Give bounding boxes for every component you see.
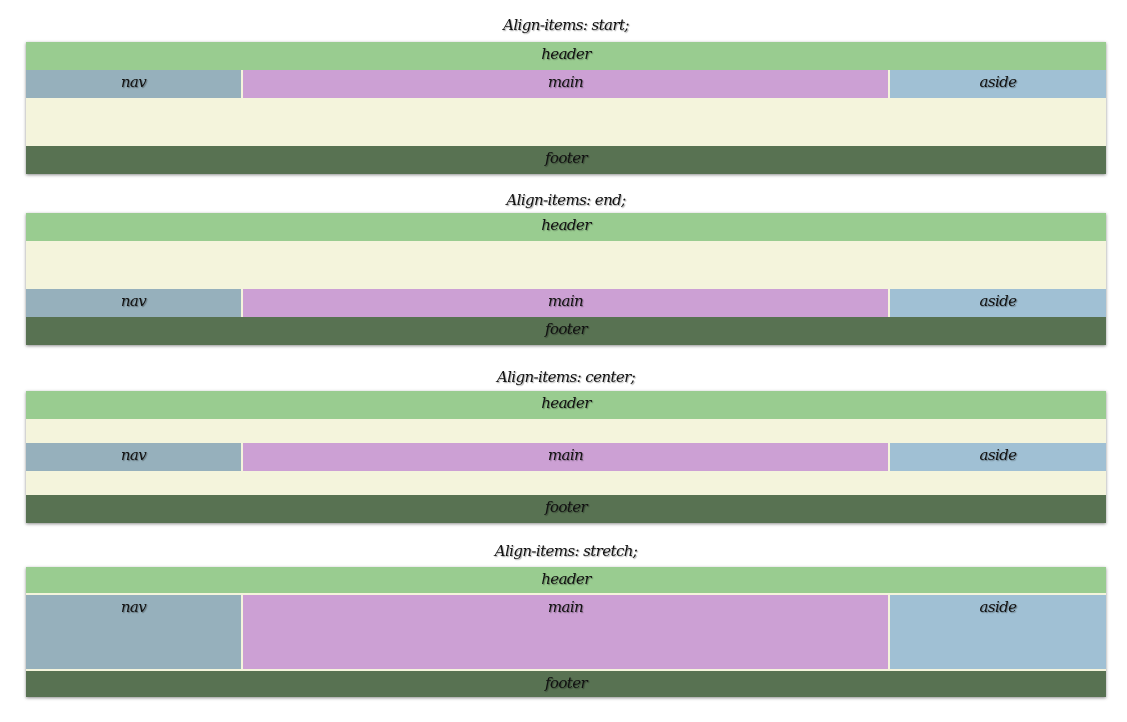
main-region: main — [243, 289, 888, 317]
aside-region: aside — [890, 70, 1106, 98]
footer-region: footer — [26, 146, 1106, 174]
demo-title-start: Align-items: start; — [503, 16, 629, 34]
main-region: main — [243, 70, 888, 98]
grid-demo-stretch: header nav main aside footer — [26, 567, 1106, 697]
demo-title-stretch: Align-items: stretch; — [494, 542, 638, 560]
footer-region: footer — [26, 495, 1106, 523]
header-region: header — [26, 391, 1106, 419]
nav-region: nav — [26, 70, 241, 98]
grid-demo-center: header nav main aside footer — [26, 391, 1106, 523]
demo-title-end: Align-items: end; — [506, 191, 626, 209]
footer-region: footer — [26, 317, 1106, 345]
main-region: main — [243, 443, 888, 471]
nav-region: nav — [26, 289, 241, 317]
grid-demo-end: header nav main aside footer — [26, 213, 1106, 345]
header-region: header — [26, 42, 1106, 70]
header-region: header — [26, 567, 1106, 593]
aside-region: aside — [890, 289, 1106, 317]
nav-region: nav — [26, 595, 241, 669]
grid-demo-start: header nav main aside footer — [26, 42, 1106, 174]
demo-title-center: Align-items: center; — [496, 368, 636, 386]
header-region: header — [26, 213, 1106, 241]
nav-region: nav — [26, 443, 241, 471]
aside-region: aside — [890, 595, 1106, 669]
footer-region: footer — [26, 671, 1106, 697]
main-region: main — [243, 595, 888, 669]
aside-region: aside — [890, 443, 1106, 471]
